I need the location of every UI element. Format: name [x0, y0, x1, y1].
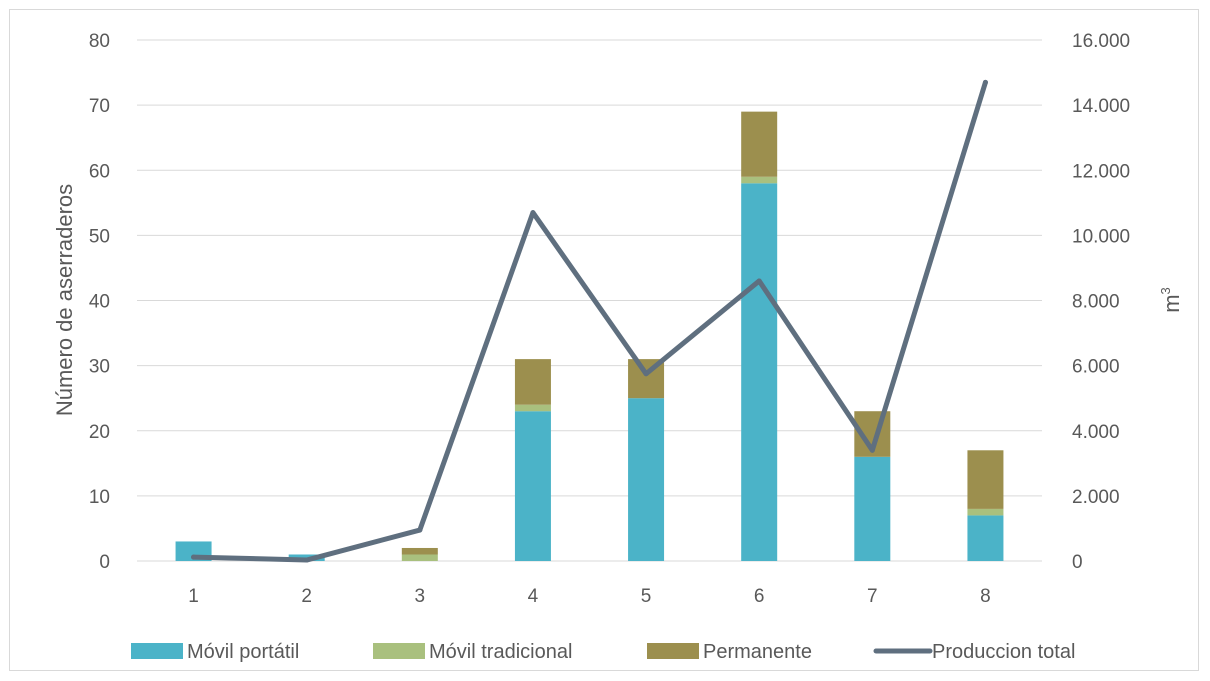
left-tick-label: 10 [89, 487, 110, 508]
legend-swatch [373, 643, 425, 659]
legend: Móvil portátil Móvil tradicional Permanent… [131, 641, 1075, 663]
right-tick-label: 0 [1072, 552, 1083, 573]
bar-segment [854, 456, 891, 561]
bar-segment [514, 404, 551, 412]
left-tick-label: 0 [99, 552, 110, 573]
legend-swatch [131, 643, 183, 659]
left-tick-label: 20 [89, 422, 110, 443]
bar-segment [967, 515, 1004, 561]
line-point [530, 210, 536, 216]
line-point [982, 79, 988, 85]
bar-segment [401, 554, 438, 561]
left-axis-ticks: 0 10 20 30 40 50 60 70 80 [89, 31, 110, 573]
chart-frame [9, 9, 1199, 671]
bar-segment [741, 183, 778, 561]
left-tick-label: 80 [89, 31, 110, 52]
gridlines [137, 39, 1042, 562]
right-tick-label: 12.000 [1072, 161, 1130, 182]
bar-segment [628, 398, 665, 561]
line-point [417, 527, 423, 533]
right-tick-label: 10.000 [1072, 226, 1130, 247]
line-point [191, 554, 197, 560]
x-axis-ticks: 1 2 3 4 5 6 7 8 [188, 586, 990, 607]
legend-label: Móvil portátil [187, 641, 299, 663]
bars [175, 111, 1004, 561]
bar-segment [401, 547, 438, 555]
line-point [756, 278, 762, 284]
right-axis-title: m3 [1158, 287, 1184, 313]
bar-segment [514, 411, 551, 561]
legend-label: Móvil tradicional [429, 641, 572, 663]
line-point [304, 557, 310, 563]
bar-segment [741, 111, 778, 177]
line-point [643, 371, 649, 377]
right-tick-label: 16.000 [1072, 31, 1130, 52]
line-layer [191, 79, 988, 563]
right-axis-unit-superscript: 3 [1158, 287, 1173, 294]
line-series [191, 79, 988, 563]
right-tick-label: 6.000 [1072, 357, 1120, 378]
right-tick-label: 4.000 [1072, 422, 1120, 443]
x-tick-label: 4 [528, 586, 539, 607]
x-tick-label: 2 [301, 586, 312, 607]
legend-label: Produccion total [932, 641, 1075, 663]
x-tick-label: 5 [641, 586, 652, 607]
x-tick-label: 8 [980, 586, 991, 607]
x-tick-label: 6 [754, 586, 765, 607]
right-tick-label: 2.000 [1072, 487, 1120, 508]
x-tick-label: 1 [188, 586, 199, 607]
right-tick-label: 8.000 [1072, 292, 1120, 313]
x-tick-label: 3 [415, 586, 426, 607]
left-tick-label: 40 [89, 292, 110, 313]
x-tick-label: 7 [867, 586, 878, 607]
right-axis-unit: m [1159, 294, 1184, 312]
left-tick-label: 50 [89, 226, 110, 247]
line-point [869, 447, 875, 453]
bar-segment [967, 508, 1004, 516]
legend-label: Permanente [703, 641, 812, 663]
left-tick-label: 70 [89, 96, 110, 117]
left-tick-label: 30 [89, 357, 110, 378]
bar-segment [741, 176, 778, 184]
right-axis-ticks: 0 2.000 4.000 6.000 8.000 10.000 12.000 14.000 1… [1072, 31, 1130, 573]
left-axis-title: Número de aserraderos [52, 184, 77, 416]
left-tick-label: 60 [89, 161, 110, 182]
legend-swatch [647, 643, 699, 659]
bar-segment [967, 450, 1004, 509]
right-tick-label: 14.000 [1072, 96, 1130, 117]
bar-segment [514, 359, 551, 405]
